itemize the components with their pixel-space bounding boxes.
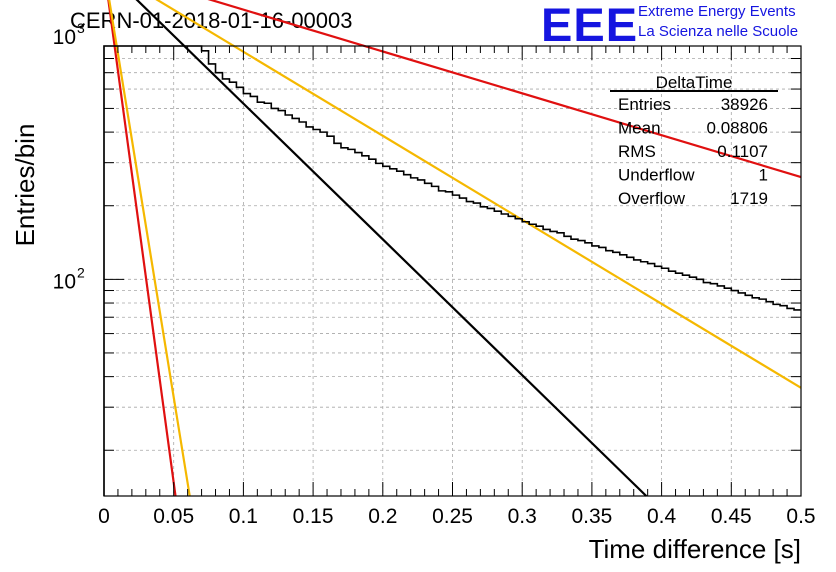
y-tick-exponent: 3 [77, 20, 85, 36]
fit-curve-line [207, 0, 802, 179]
stats-value: 1 [759, 166, 768, 185]
logo-subtitle-2: La Scienza nelle Scuole [638, 23, 799, 40]
stats-label: Underflow [618, 166, 695, 185]
x-tick-label: 0.45 [711, 505, 752, 528]
x-tick-labels: 0 0.05 0.1 0.15 0.2 0.25 0.3 0.35 0.4 0.45 0.5 [98, 505, 815, 528]
histogram-outline [103, 45, 801, 496]
fit-curve-line [108, 0, 191, 497]
x-tick-label: 0.3 [508, 505, 537, 528]
x-tick-label: 0.2 [368, 505, 397, 528]
fit-curves [107, 0, 802, 497]
stats-label: Overflow [618, 189, 686, 208]
stats-value: 0.08806 [707, 119, 768, 138]
x-tick-label: 0.35 [571, 505, 612, 528]
stats-box: DeltaTime Entries 38926 Mean 0.08806 RMS 0.11… [610, 73, 778, 208]
eee-logo: EEE [541, 0, 639, 51]
stats-value: 0.1107 [717, 142, 768, 161]
x-tick-label: 0.5 [786, 505, 815, 528]
y-tick-label: 10 [53, 270, 76, 293]
axis-ticks [103, 45, 802, 496]
stats-label: Mean [618, 119, 661, 138]
fit-curve-line [155, 0, 802, 389]
stats-label: RMS [618, 142, 656, 161]
y-tick-exponent: 2 [77, 264, 85, 280]
stats-rows: Entries 38926 Mean 0.08806 RMS 0.1107 Underflo… [618, 95, 768, 208]
y-axis-label: Entries/bin [10, 124, 40, 247]
stats-value: 38926 [721, 95, 768, 114]
y-tick-label: 10 [53, 26, 76, 49]
logo-subtitle-1: Extreme Energy Events [638, 3, 796, 20]
x-tick-label: 0 [98, 505, 110, 528]
x-axis-label: Time difference [s] [589, 534, 801, 564]
x-tick-label: 0.4 [647, 505, 677, 528]
stats-value: 1719 [730, 189, 768, 208]
x-tick-label: 0.1 [229, 505, 258, 528]
stats-title: DeltaTime [656, 73, 733, 92]
fit-curve-line [135, 0, 648, 497]
x-tick-label: 0.15 [293, 505, 334, 528]
stats-label: Entries [618, 95, 671, 114]
fit-curve-line [107, 0, 177, 497]
x-tick-label: 0.05 [153, 505, 194, 528]
x-tick-label: 0.25 [432, 505, 473, 528]
grid [104, 45, 801, 496]
histogram [103, 45, 801, 496]
